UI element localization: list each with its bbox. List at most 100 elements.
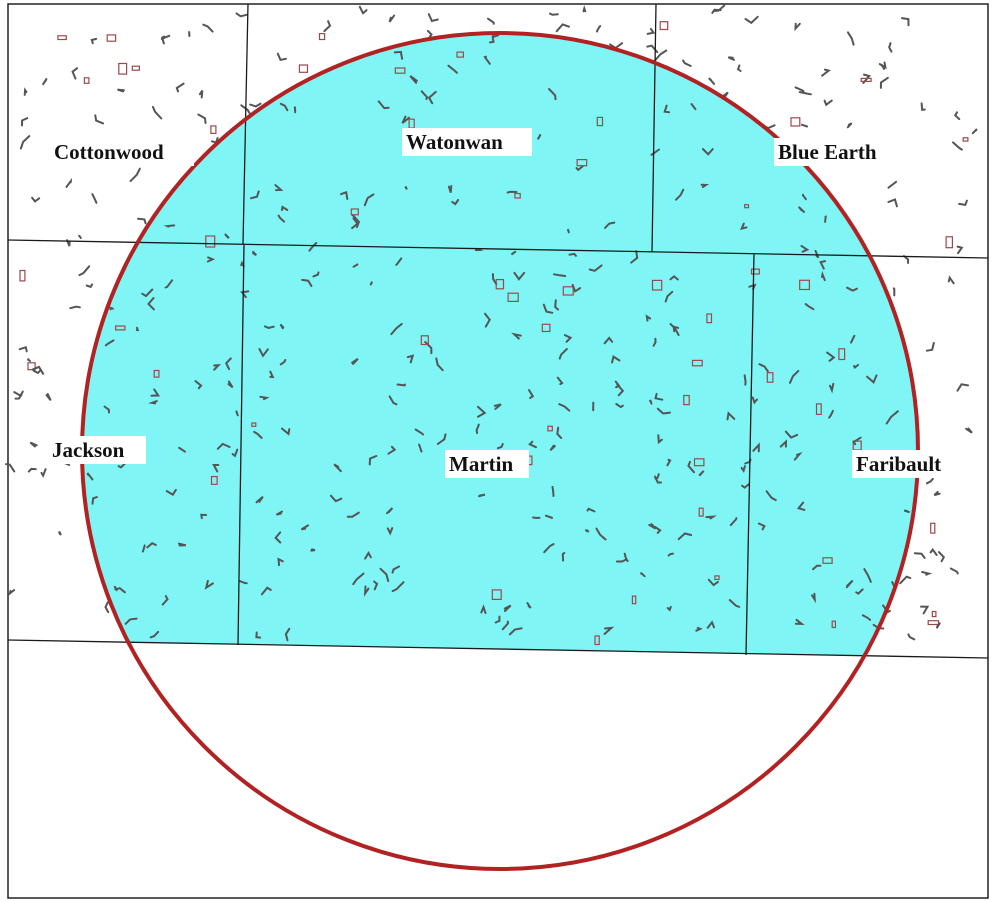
wetland-mark <box>879 76 889 89</box>
wetland-mark <box>141 544 146 553</box>
wetland-mark <box>414 428 425 436</box>
wetland-mark <box>396 383 406 387</box>
wetland-mark <box>549 444 556 452</box>
wetland-mark <box>435 357 444 372</box>
wetland-mark <box>484 312 491 328</box>
wetland-mark <box>277 214 286 223</box>
wetland-mark <box>903 509 910 513</box>
wetland-mark <box>740 465 746 473</box>
wetland-mark <box>104 339 115 347</box>
wetland-mark <box>765 490 777 502</box>
wetland-mark <box>284 627 291 642</box>
wetland-mark <box>31 196 41 203</box>
wetland-mark <box>240 104 252 116</box>
parcel-mark <box>547 425 553 432</box>
label-background <box>774 138 904 166</box>
wetland-mark <box>958 199 968 207</box>
parcel-mark <box>210 125 217 135</box>
parcel-mark <box>691 359 703 367</box>
wetland-mark <box>135 326 140 332</box>
wetland-mark <box>197 113 207 124</box>
wetland-mark <box>66 239 71 247</box>
wetland-mark <box>483 55 491 65</box>
wetland-mark <box>695 627 703 632</box>
wetland-mark <box>487 17 495 25</box>
wetland-mark <box>401 115 411 124</box>
parcel-mark <box>693 458 705 467</box>
parcel-mark <box>831 620 837 629</box>
wetland-mark <box>802 193 807 201</box>
wetland-mark <box>496 443 504 450</box>
label-background <box>852 450 964 478</box>
wetland-mark <box>707 578 719 587</box>
parcel-mark <box>714 575 720 581</box>
wetland-mark <box>71 67 79 80</box>
wetland-mark <box>216 442 231 450</box>
wetland-mark <box>937 551 946 563</box>
wetland-mark <box>388 395 398 406</box>
wetland-mark <box>379 567 390 582</box>
wetland-mark <box>511 332 522 340</box>
wetland-mark <box>821 271 826 282</box>
wetland-mark <box>21 117 29 127</box>
county-name: Blue Earth <box>778 140 877 164</box>
wetland-mark <box>744 15 759 25</box>
wetland-mark <box>824 215 827 223</box>
wetland-mark <box>250 190 260 200</box>
wetland-mark <box>32 369 42 375</box>
wetland-mark <box>280 205 289 211</box>
wetland-mark <box>798 91 812 96</box>
county-label-martin: Martin <box>445 450 529 478</box>
parcel-mark <box>106 34 117 42</box>
wetland-mark <box>796 501 806 511</box>
wetland-mark <box>373 580 379 591</box>
wetland-mark <box>811 592 816 604</box>
wetland-mark <box>913 552 926 559</box>
wetland-mark <box>845 579 854 589</box>
wetland-mark <box>163 224 176 228</box>
wetland-mark <box>701 148 714 156</box>
wetland-mark <box>258 348 269 358</box>
wetland-mark <box>352 263 359 268</box>
wetland-mark <box>340 190 349 200</box>
wetland-mark <box>779 439 788 448</box>
boundary-line <box>242 3 249 245</box>
wetland-mark <box>855 588 864 595</box>
wetland-mark <box>103 405 110 414</box>
wetland-mark <box>853 363 860 370</box>
wetland-mark <box>549 12 559 16</box>
wetland-mark <box>804 303 815 311</box>
wetland-mark <box>630 250 639 264</box>
label-background <box>402 128 532 156</box>
wetland-mark <box>611 355 621 364</box>
wetland-mark <box>269 370 275 379</box>
wetland-mark <box>949 567 959 575</box>
parcel-mark <box>927 620 940 626</box>
wetland-mark <box>253 430 263 439</box>
wetland-mark <box>212 464 220 473</box>
parcel-mark <box>576 159 588 167</box>
parcel-mark <box>153 369 160 378</box>
wetland-mark <box>198 90 204 99</box>
wetland-mark <box>65 177 73 188</box>
wetland-mark <box>476 405 487 418</box>
wetland-mark <box>887 198 898 208</box>
wetland-mark <box>227 380 234 389</box>
wetland-mark <box>935 622 941 629</box>
parcel-mark <box>541 323 551 333</box>
wetland-mark <box>279 102 289 112</box>
wetland-mark <box>323 20 332 33</box>
wetland-mark <box>358 5 368 15</box>
wetland-mark <box>727 56 735 61</box>
wetland-mark <box>852 436 862 446</box>
wetland-mark <box>333 463 342 473</box>
wetland-mark <box>27 467 37 473</box>
wetland-mark <box>264 325 275 329</box>
wetland-mark <box>797 206 805 213</box>
parcel-mark <box>491 589 502 601</box>
wetland-mark <box>224 233 230 239</box>
wetland-mark <box>646 27 656 35</box>
wetland-mark <box>595 25 602 33</box>
wetland-mark <box>165 488 177 496</box>
wetland-mark <box>301 278 313 287</box>
